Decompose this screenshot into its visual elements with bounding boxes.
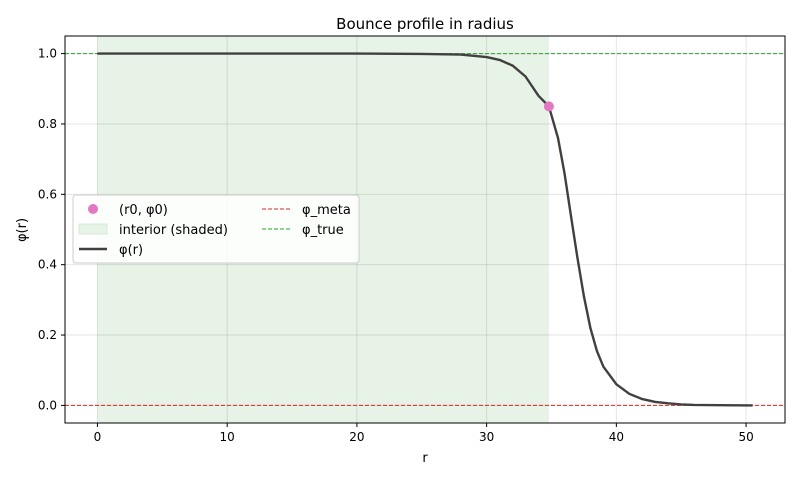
legend: (r0, φ0) interior (shaded) φ(r) φ_meta φ_tru… xyxy=(72,194,360,264)
x-tick-label: 0 xyxy=(94,430,102,444)
legend-label: φ_true xyxy=(302,223,344,238)
legend-swatch-r0-phi0 xyxy=(88,204,98,214)
chart-title: Bounce profile in radius xyxy=(336,15,514,33)
axes-frame xyxy=(64,35,786,424)
r0-phi0-marker xyxy=(543,101,554,112)
legend-label: φ(r) xyxy=(119,243,143,258)
y-tick-label: 0.4 xyxy=(38,258,57,272)
phi-r-curve xyxy=(97,52,753,407)
x-tick-label: 40 xyxy=(609,430,624,444)
y-tick-label: 0.2 xyxy=(38,328,57,342)
x-tick-label: 50 xyxy=(738,430,753,444)
x-axis-label: r xyxy=(422,451,428,466)
y-tick-label: 0.0 xyxy=(38,398,57,412)
x-tick-label: 30 xyxy=(479,430,494,444)
legend-label: (r0, φ0) xyxy=(119,203,168,218)
legend-swatch-interior xyxy=(78,223,108,235)
legend-box xyxy=(72,194,360,264)
y-tick-label: 0.8 xyxy=(38,117,57,131)
y-tick-label: 1.0 xyxy=(38,47,57,61)
x-tick-label: 20 xyxy=(349,430,364,444)
x-tick-label: 10 xyxy=(220,430,235,444)
legend-label: interior (shaded) xyxy=(119,223,228,238)
legend-label: φ_meta xyxy=(302,203,351,218)
y-axis-label: φ(r) xyxy=(15,218,30,242)
y-tick-label: 0.6 xyxy=(38,187,57,201)
